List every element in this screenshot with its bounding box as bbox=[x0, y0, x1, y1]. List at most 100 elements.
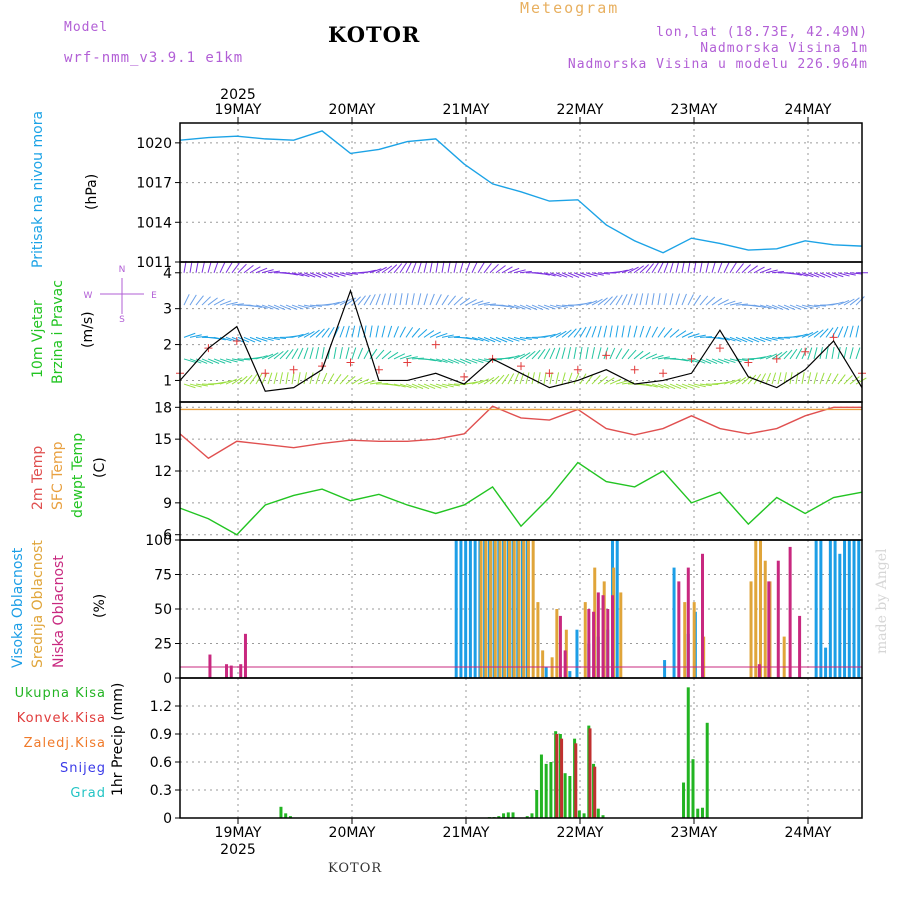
wind-barb bbox=[723, 358, 736, 364]
wind-barb bbox=[741, 264, 751, 274]
wind-barb bbox=[549, 372, 553, 385]
wind-barb bbox=[765, 372, 772, 385]
bar-mark bbox=[838, 553, 842, 678]
wind-barb bbox=[585, 374, 594, 385]
wind-barb bbox=[531, 372, 535, 385]
wind-barb bbox=[339, 325, 345, 338]
wind-barb bbox=[405, 261, 412, 273]
wind-barb bbox=[381, 265, 393, 274]
wind-barb bbox=[537, 272, 550, 276]
bar-mark bbox=[776, 560, 780, 678]
wind-barb bbox=[843, 375, 853, 385]
bar-mark bbox=[767, 581, 771, 678]
wind-barb bbox=[753, 356, 766, 360]
wind-barb bbox=[597, 272, 610, 275]
coords-label: lon,lat (18.73E, 42.49N) bbox=[656, 25, 868, 40]
x-tick-label-bottom: 22MAY bbox=[557, 825, 604, 841]
y-tick-label: 6 bbox=[163, 528, 172, 544]
gust-marker bbox=[687, 354, 696, 363]
wind-barb bbox=[243, 264, 254, 274]
wind-barb bbox=[639, 293, 644, 306]
wind-barb bbox=[573, 347, 577, 360]
wind-barb bbox=[801, 332, 814, 338]
bar-mark bbox=[593, 766, 597, 818]
wind-barb bbox=[309, 372, 314, 385]
wind-barb bbox=[399, 354, 412, 360]
wind-barb bbox=[225, 358, 238, 363]
wind-barb bbox=[855, 347, 861, 360]
wind-barb bbox=[333, 347, 337, 360]
wind-barb bbox=[687, 358, 700, 364]
model-elevation-label: Nadmorska Visina u modelu 226.964m bbox=[567, 57, 868, 72]
y-tick-label: 1011 bbox=[136, 255, 172, 271]
wind-barb bbox=[483, 336, 496, 343]
bar-mark bbox=[544, 763, 548, 818]
wind-barb bbox=[543, 333, 556, 338]
wind-barb bbox=[591, 272, 604, 276]
gust-marker bbox=[289, 365, 298, 374]
legend-freezing-rain: Zaledj.Kisa bbox=[23, 736, 106, 751]
wind-barb bbox=[525, 350, 536, 360]
wind-barb bbox=[645, 326, 652, 338]
wind-barb bbox=[669, 293, 674, 306]
wind-barb bbox=[765, 353, 778, 360]
panel-frame bbox=[179, 677, 863, 819]
elevation-label: Nadmorska Visina 1m bbox=[700, 41, 868, 56]
wind-barb bbox=[411, 357, 425, 360]
wind-barb bbox=[819, 372, 825, 385]
wind-barb bbox=[597, 376, 608, 385]
wind-barb bbox=[399, 326, 406, 338]
wind-barb bbox=[315, 347, 320, 360]
wind-barb bbox=[483, 263, 492, 274]
wind-barb bbox=[441, 294, 449, 306]
wind-barb bbox=[441, 358, 454, 364]
wind-barb bbox=[291, 272, 304, 277]
wind-barb bbox=[297, 304, 310, 309]
wind-barb bbox=[471, 379, 484, 385]
wind-barb bbox=[405, 293, 409, 306]
wind-barb bbox=[627, 266, 639, 274]
bar-mark bbox=[459, 540, 463, 678]
wind-barb bbox=[819, 328, 829, 338]
bar-mark bbox=[577, 810, 581, 818]
gust-marker bbox=[829, 333, 838, 342]
wind-barb bbox=[231, 303, 244, 306]
bar-mark bbox=[749, 581, 753, 678]
wind-barb bbox=[183, 358, 196, 363]
bar-mark bbox=[288, 816, 292, 818]
bar-mark bbox=[696, 808, 700, 818]
wind-barb bbox=[351, 296, 361, 306]
wind-barb bbox=[255, 355, 268, 360]
wind-barb bbox=[825, 372, 832, 385]
bar-mark bbox=[588, 728, 592, 818]
station-title: KOTOR bbox=[328, 22, 421, 47]
wind-barb bbox=[729, 358, 742, 363]
wind-barb bbox=[321, 347, 325, 360]
wind-barb bbox=[267, 304, 280, 310]
wind-barb bbox=[621, 325, 625, 338]
wind-barb bbox=[687, 383, 700, 389]
wind-barb bbox=[735, 376, 747, 385]
wind-barb bbox=[525, 372, 530, 385]
bar-mark bbox=[574, 743, 578, 818]
wind-barb bbox=[309, 329, 320, 338]
wind-barb bbox=[429, 260, 433, 273]
wind-barb bbox=[675, 293, 681, 306]
wind-barb bbox=[795, 272, 808, 277]
wind-barb bbox=[615, 325, 619, 338]
wind-barb bbox=[375, 325, 379, 338]
x-tick-label-top: 19MAY bbox=[215, 102, 262, 118]
wind-barb bbox=[561, 304, 574, 307]
wind-barb bbox=[573, 372, 580, 385]
wind-barb bbox=[213, 358, 226, 364]
wind-barb bbox=[735, 263, 744, 274]
bar-mark bbox=[526, 540, 530, 678]
bar-mark bbox=[479, 540, 483, 678]
wind-barb bbox=[627, 349, 637, 360]
wind-barb bbox=[423, 383, 436, 390]
bar-mark bbox=[511, 812, 515, 818]
wind-barb bbox=[537, 304, 550, 310]
wind-barb bbox=[771, 336, 784, 340]
wind-barb bbox=[453, 358, 466, 365]
